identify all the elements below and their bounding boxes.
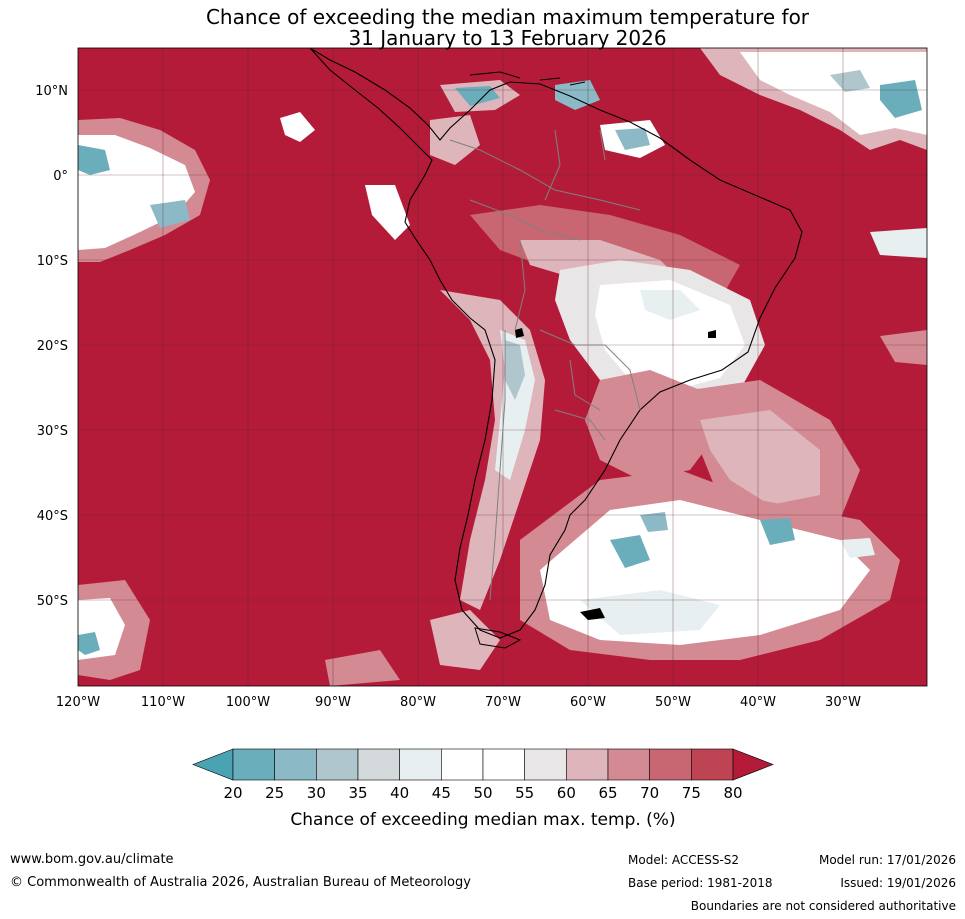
colorbar-swatch	[482, 748, 525, 781]
longitude-labels: 120°W 110°W 100°W 90°W 80°W 70°W 60°W 50…	[56, 695, 861, 710]
map-frame	[77, 47, 928, 687]
chart-title-line-2: 31 January to 13 February 2026	[348, 26, 667, 50]
model-run-date: Model run: 17/01/2026	[818, 853, 956, 867]
colorbar-swatch	[691, 748, 734, 781]
colorbar-tick-label: 30	[307, 784, 326, 802]
colorbar-swatch	[524, 748, 567, 781]
latitude-labels: 10°N 0° 10°S 20°S 30°S 40°S 50°S	[35, 84, 68, 609]
country-borders	[449, 129, 641, 601]
colorbar-tick-label: 80	[723, 784, 742, 802]
colorbar-tick-label: 70	[640, 784, 659, 802]
colorbar-swatch	[399, 748, 442, 781]
copyright-notice: © Commonwealth of Australia 2026, Austra…	[10, 875, 471, 890]
colorbar-extend-low	[192, 748, 234, 781]
website-link[interactable]: www.bom.gov.au/climate	[10, 852, 174, 867]
colorbar-swatch	[274, 748, 317, 781]
lat-label: 40°S	[37, 509, 68, 524]
model-name: Model: ACCESS-S2	[628, 853, 740, 867]
colorbar-swatch	[607, 748, 650, 781]
south-america-coastline	[309, 48, 803, 639]
colorbar-swatch	[441, 748, 484, 781]
colorbar-tick-label: 50	[473, 784, 492, 802]
base-period: Base period: 1981-2018	[628, 876, 773, 890]
lon-label: 70°W	[485, 695, 521, 710]
colorbar-tick-label: 45	[432, 784, 451, 802]
issued-date: Issued: 19/01/2026	[840, 876, 956, 890]
colorbar-label: Chance of exceeding median max. temp. (%…	[290, 810, 675, 830]
lon-label: 110°W	[141, 695, 185, 710]
colorbar-tick-label: 20	[223, 784, 242, 802]
lat-label: 30°S	[37, 424, 68, 439]
lon-label: 40°W	[740, 695, 776, 710]
lon-label: 30°W	[825, 695, 861, 710]
lake-titicaca	[515, 328, 524, 338]
colorbar-tick-label: 75	[682, 784, 701, 802]
lat-label: 20°S	[37, 339, 68, 354]
colorbar: 20 25 30 35 40 45 50 55 60 65 70 75 80	[192, 748, 774, 802]
lon-label: 120°W	[56, 695, 100, 710]
colorbar-tick-label: 25	[265, 784, 284, 802]
colorbar-extend-high	[732, 748, 774, 781]
colorbar-tick-label: 35	[348, 784, 367, 802]
colorbar-swatch	[316, 748, 359, 781]
colorbar-swatch	[649, 748, 692, 781]
lon-label: 100°W	[226, 695, 270, 710]
graticule	[78, 48, 927, 686]
chart-title-line-1: Chance of exceeding the median maximum t…	[205, 5, 810, 29]
lake-sobradinho	[708, 330, 716, 338]
colorbar-swatch	[357, 748, 400, 781]
lat-label: 50°S	[37, 594, 68, 609]
lat-label: 10°N	[35, 84, 68, 99]
lat-label: 10°S	[37, 254, 68, 269]
falkland-islands	[580, 608, 605, 620]
colorbar-tick-label: 40	[390, 784, 409, 802]
tierra-del-fuego	[474, 627, 522, 649]
colorbar-tick-label: 55	[515, 784, 534, 802]
lon-label: 60°W	[570, 695, 606, 710]
colorbar-tick-label: 65	[598, 784, 617, 802]
lat-label: 0°	[53, 169, 68, 184]
caribbean-islands	[469, 71, 586, 86]
colorbar-tick-label: 60	[557, 784, 576, 802]
map-panel	[78, 48, 927, 686]
boundaries-disclaimer: Boundaries are not considered authoritat…	[690, 899, 956, 913]
lon-label: 80°W	[400, 695, 436, 710]
colorbar-swatch	[566, 748, 609, 781]
lon-label: 50°W	[655, 695, 691, 710]
colorbar-swatch	[232, 748, 275, 781]
lon-label: 90°W	[315, 695, 351, 710]
probability-field	[78, 48, 927, 686]
